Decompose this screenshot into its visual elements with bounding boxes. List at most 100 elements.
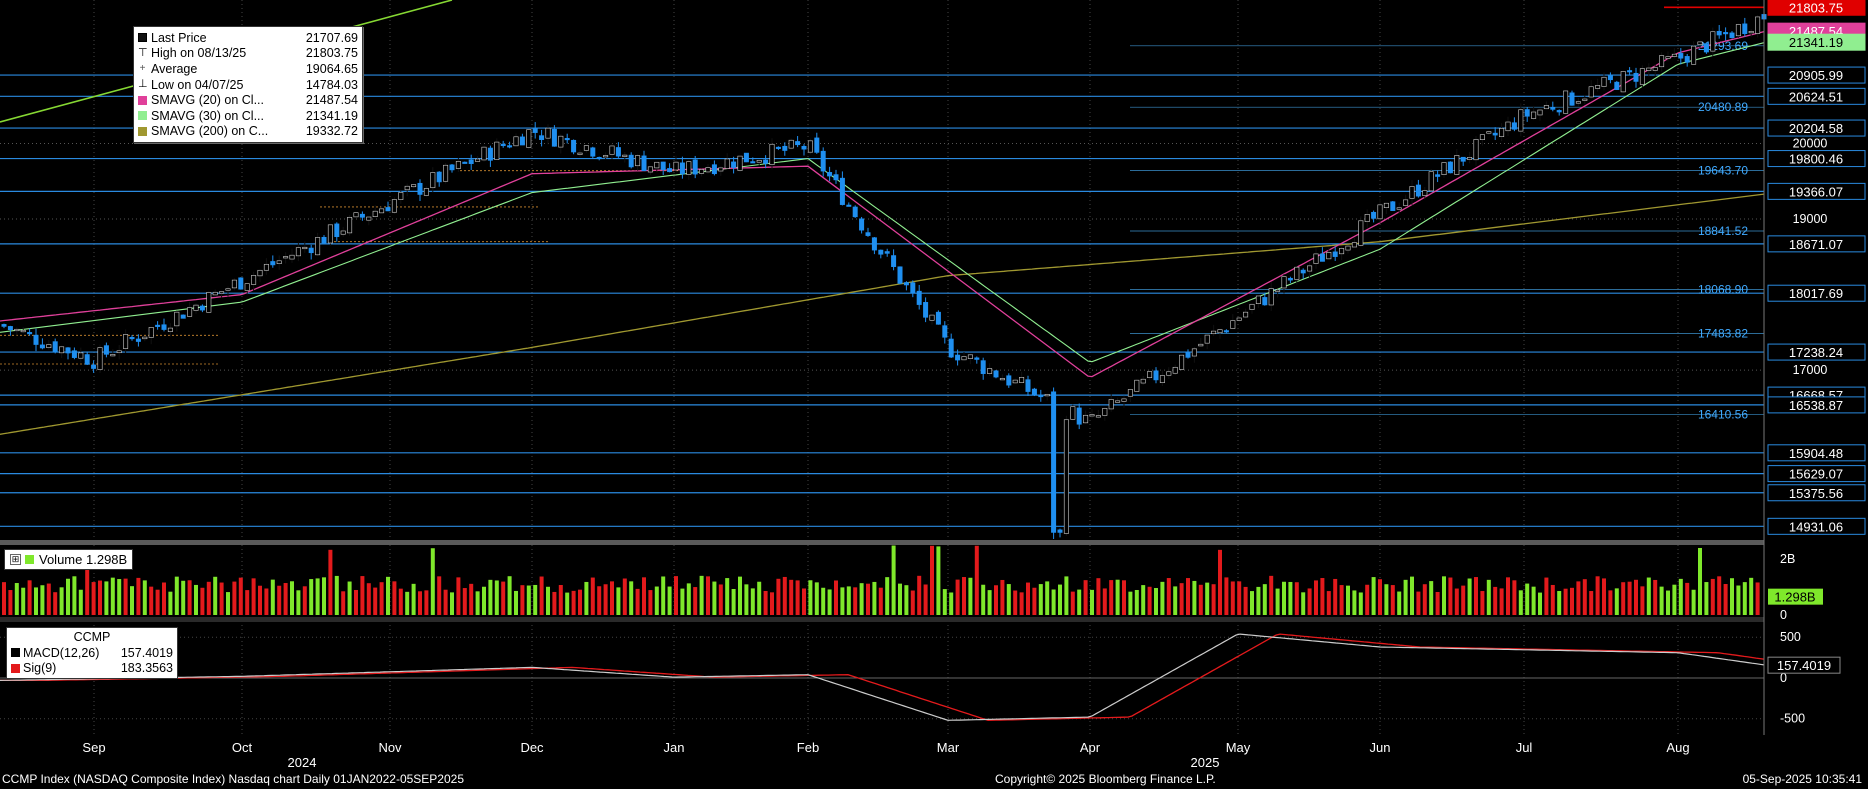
candle-body (103, 345, 109, 355)
volume-panel (2, 545, 1760, 615)
volume-bar (1704, 582, 1709, 615)
price-tag: 20905.99 (1767, 66, 1866, 84)
volume-bar (219, 582, 224, 615)
sma200-icon (138, 126, 147, 136)
candle-body (1582, 98, 1588, 101)
volume-bar (213, 576, 218, 615)
volume-bar (629, 581, 634, 615)
candle-body (366, 216, 372, 221)
volume-bar (622, 578, 627, 615)
candle-body (391, 199, 397, 213)
candle-body (1134, 379, 1140, 392)
candle-body (1454, 155, 1460, 175)
volume-bar (744, 584, 749, 615)
collapse-icon[interactable]: ⊞ (10, 554, 21, 565)
volume-bar (693, 587, 698, 615)
volume-bar (578, 589, 582, 615)
candle-body (1211, 330, 1217, 335)
candle-body (1383, 202, 1389, 208)
volume-bar (501, 581, 506, 615)
candle-body (180, 314, 186, 319)
candle-body (1614, 81, 1620, 90)
candle-body (276, 260, 282, 264)
candle-body (1179, 354, 1185, 370)
candle-body (1223, 330, 1229, 333)
candle-body (1217, 329, 1223, 334)
volume-legend[interactable]: ⊞ Volume 1.298B (4, 549, 134, 570)
volume-bar (341, 591, 346, 615)
sma200-line (0, 193, 1765, 435)
volume-bar (1755, 582, 1760, 615)
volume-bar (181, 580, 186, 615)
price-tag-bg (1767, 396, 1866, 414)
candle-body (295, 247, 301, 257)
candle-body (257, 269, 263, 277)
volume-bar (1640, 586, 1645, 615)
volume-bar (1480, 591, 1485, 615)
candle-body (52, 341, 58, 353)
candle-body (1486, 131, 1492, 134)
candle-body (289, 254, 295, 260)
price-tag-value: 19366.07 (1789, 184, 1843, 199)
volume-bar (898, 583, 902, 615)
price-axis-tick: 20000 (1793, 136, 1828, 150)
volume-bar (1154, 588, 1158, 615)
candle-body (1710, 31, 1716, 52)
volume-bar (1544, 577, 1549, 615)
macd-title: CCMP (73, 630, 111, 644)
candle-body (1620, 71, 1626, 93)
candle-body (718, 167, 724, 172)
volume-bar (1365, 584, 1370, 615)
candle-body (1396, 207, 1402, 210)
candle-body (513, 136, 519, 147)
volume-bar (117, 579, 122, 615)
price-legend[interactable]: Last Price 21707.69 ⊤ High on 08/13/25 2… (133, 26, 363, 144)
volume-bar (795, 580, 800, 615)
x-axis-month: Jun (1370, 740, 1391, 755)
volume-bar (1134, 589, 1139, 615)
candle-body (443, 164, 449, 182)
candle-body (673, 161, 679, 171)
volume-bar (584, 581, 589, 615)
volume-bar (155, 589, 160, 615)
candle-body (1038, 395, 1044, 398)
volume-bar (1179, 583, 1184, 615)
candle-body (455, 161, 461, 169)
price-tag-value: 21803.75 (1789, 0, 1843, 15)
candle-body (481, 146, 487, 161)
candle-body (1319, 253, 1325, 262)
candle-body (1435, 174, 1441, 177)
candle-body (769, 143, 775, 165)
macd-legend[interactable]: CCMP MACD(12,26) 157.4019 Sig(9) 183.356… (6, 627, 178, 679)
volume-bar (808, 580, 813, 615)
candle-body (487, 147, 493, 161)
candle-body (980, 360, 986, 374)
candle-body (321, 236, 327, 244)
candle-body (398, 192, 404, 200)
legend-average: + Average 19064.65 (139, 61, 358, 76)
candle-body (238, 277, 244, 290)
volume-bar (731, 588, 736, 615)
candle-body (423, 188, 429, 196)
candle-body (65, 347, 71, 354)
volume-bar (85, 549, 90, 615)
candle-body (494, 141, 500, 160)
volume-bar (539, 576, 544, 615)
candle-body (1070, 406, 1076, 420)
candle-body (263, 263, 269, 271)
candle-body (558, 135, 564, 148)
volume-bar (1742, 582, 1747, 615)
volume-bar (565, 592, 570, 615)
volume-bar (1390, 585, 1395, 615)
candle-body (340, 230, 346, 235)
candle-body (1076, 407, 1082, 425)
candle-body (1563, 90, 1569, 114)
volume-bar (373, 587, 378, 615)
price-tag: 19366.07 (1767, 182, 1866, 200)
volume-bar (347, 581, 352, 615)
candle-body (199, 305, 205, 311)
candle-body (743, 152, 749, 163)
price-tag-bg (1767, 284, 1866, 302)
price-tag-bg (1767, 0, 1866, 16)
candle-body (615, 147, 621, 157)
